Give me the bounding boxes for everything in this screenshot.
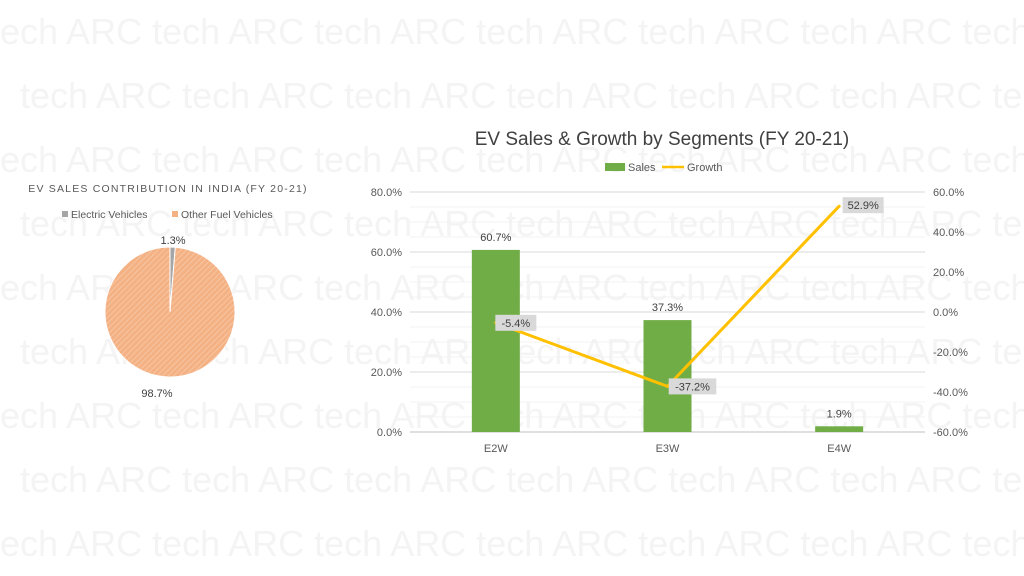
- y-right-tick-label: 60.0%: [933, 187, 964, 199]
- y-left-tick-label: 80.0%: [371, 187, 402, 199]
- combo-chart: EV Sales & Growth by Segments (FY 20-21)…: [371, 129, 968, 455]
- pie-chart: EV SALES CONTRIBUTION IN INDIA (FY 20-21…: [28, 183, 307, 400]
- growth-data-label: -5.4%: [501, 318, 530, 330]
- pie-chart-title: EV SALES CONTRIBUTION IN INDIA (FY 20-21…: [28, 183, 307, 195]
- y-left-tick-label: 40.0%: [371, 307, 402, 319]
- bar-data-label: 60.7%: [480, 232, 511, 244]
- watermark-row: tech ARC tech ARC tech ARC tech ARC tech…: [0, 523, 1024, 564]
- bar-data-label: 37.3%: [652, 302, 683, 314]
- y-left-tick-label: 0.0%: [377, 427, 402, 439]
- growth-point-e3w: [666, 384, 669, 388]
- pie-slice-2: [104, 246, 236, 378]
- y-left-tick-label: 20.0%: [371, 367, 402, 379]
- legend-swatch-1: [62, 211, 68, 217]
- bar-sales-e2w: [471, 249, 520, 432]
- legend-swatch-2: [172, 211, 178, 217]
- growth-data-label: 52.9%: [848, 200, 879, 212]
- growth-label-box: [668, 378, 717, 395]
- y-right-tick-label: 0.0%: [933, 307, 958, 319]
- y-right-tick-label: -20.0%: [933, 347, 968, 359]
- growth-data-label: -37.2%: [675, 381, 710, 393]
- pie-label-1: 1.3%: [160, 235, 185, 247]
- growth-label-box: [495, 314, 537, 331]
- watermark-row: tech ARC tech ARC tech ARC tech ARC tech…: [0, 11, 1024, 52]
- combo-labels: 60.7% 37.3% 1.9% -5.4% -37.2% 52.9%: [480, 197, 884, 420]
- legend-label-growth: Growth: [687, 162, 722, 174]
- legend-label-2: Other Fuel Vehicles: [181, 209, 273, 221]
- y-right-tick-label: 20.0%: [933, 267, 964, 279]
- y-right-tick-label: -60.0%: [933, 427, 968, 439]
- combo-chart-title: EV Sales & Growth by Segments (FY 20-21): [475, 129, 850, 150]
- growth-label-box: [842, 197, 884, 214]
- pie-slices: [104, 246, 236, 378]
- x-tick-label: E4W: [827, 443, 851, 455]
- combo-bars: [471, 249, 864, 432]
- y-right-tick-label: 40.0%: [933, 227, 964, 239]
- x-tick-label: E2W: [484, 443, 508, 455]
- x-tick-label: E3W: [656, 443, 680, 455]
- pie-labels: 1.3% 98.7%: [141, 235, 185, 400]
- y-left-tick-label: 60.0%: [371, 247, 402, 259]
- bar-data-label: 1.9%: [827, 408, 852, 420]
- pie-legend: Electric Vehicles Other Fuel Vehicles: [62, 209, 273, 221]
- bar-sales-e3w: [643, 320, 692, 432]
- legend-swatch-sales: [605, 163, 625, 171]
- growth-point-e4w: [837, 204, 841, 208]
- legend-label-1: Electric Vehicles: [71, 209, 147, 221]
- combo-legend: Sales Growth: [605, 162, 722, 174]
- legend-label-sales: Sales: [628, 162, 656, 174]
- pie-label-2: 98.7%: [141, 388, 172, 400]
- bar-sales-e4w: [815, 426, 864, 432]
- y-right-tick-label: -40.0%: [933, 387, 968, 399]
